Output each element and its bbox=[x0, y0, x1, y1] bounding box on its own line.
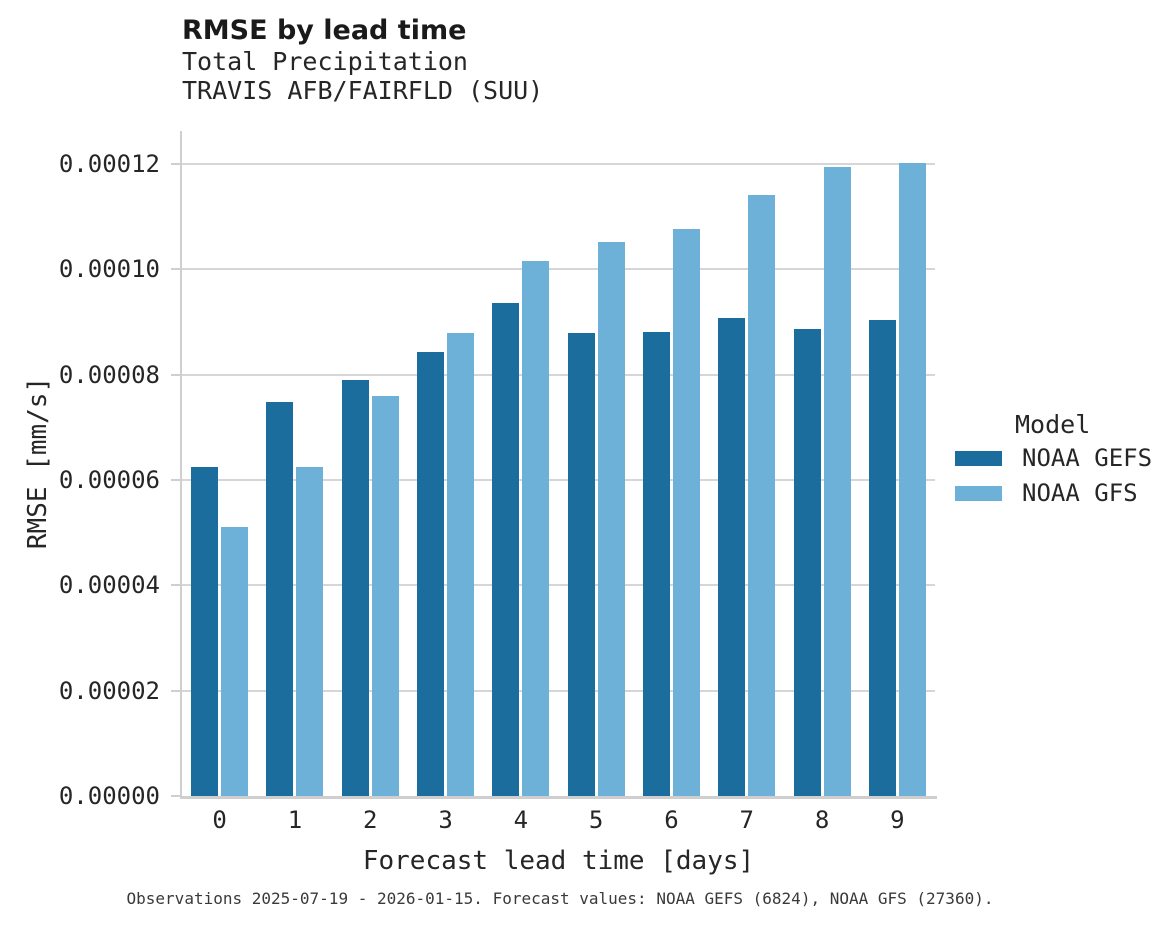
y-tick-label: 0.00000 bbox=[58, 782, 160, 810]
legend: Model NOAA GEFS NOAA GFS bbox=[955, 412, 1170, 520]
bar-noaa-gfs-day-7 bbox=[748, 194, 776, 796]
bar-noaa-gefs-day-7 bbox=[718, 317, 746, 796]
bar-noaa-gefs-day-2 bbox=[341, 379, 369, 796]
y-axis-title: RMSE [mm/s] bbox=[23, 376, 53, 550]
y-tick-mark bbox=[171, 689, 180, 692]
y-tick-label: 0.00004 bbox=[58, 571, 160, 600]
y-tick-label: 0.00002 bbox=[58, 676, 160, 705]
y-tick-mark bbox=[171, 795, 180, 797]
bar-noaa-gefs-day-0 bbox=[191, 467, 219, 796]
bar-noaa-gefs-day-1 bbox=[266, 401, 294, 796]
legend-entry-noaa-gefs: NOAA GEFS bbox=[955, 446, 1170, 470]
bar-noaa-gefs-day-5 bbox=[567, 333, 595, 796]
x-tick-label: 8 bbox=[814, 806, 830, 834]
chart-title: RMSE by lead time bbox=[182, 15, 467, 46]
x-tick-label: 6 bbox=[664, 806, 679, 834]
legend-swatch-noaa-gfs bbox=[955, 485, 1002, 501]
x-tick-label: 0 bbox=[212, 806, 227, 834]
y-tick-label: 0.00006 bbox=[58, 466, 160, 495]
x-axis-spine bbox=[180, 796, 937, 799]
y-tick-label: 0.00008 bbox=[58, 360, 160, 389]
y-tick-mark bbox=[171, 373, 180, 376]
gridline bbox=[182, 373, 935, 376]
legend-title: Model bbox=[1015, 410, 1091, 439]
y-tick-mark bbox=[171, 163, 180, 166]
legend-label: NOAA GEFS bbox=[1022, 444, 1153, 472]
gridline bbox=[182, 479, 935, 482]
bar-noaa-gfs-day-4 bbox=[522, 261, 550, 796]
gridline bbox=[182, 268, 935, 271]
plot-area bbox=[182, 131, 935, 796]
gridline bbox=[182, 689, 935, 692]
legend-entry-noaa-gfs: NOAA GFS bbox=[955, 481, 1170, 505]
bar-noaa-gefs-day-9 bbox=[868, 320, 896, 796]
y-tick-label: 0.00012 bbox=[58, 150, 160, 179]
bar-noaa-gfs-day-8 bbox=[823, 166, 851, 796]
legend-label: NOAA GFS bbox=[1022, 479, 1138, 507]
bar-noaa-gfs-day-9 bbox=[898, 162, 926, 796]
bar-noaa-gefs-day-6 bbox=[642, 332, 670, 796]
gridline bbox=[182, 584, 935, 587]
y-axis-spine bbox=[180, 131, 182, 799]
bar-noaa-gefs-day-3 bbox=[417, 351, 445, 796]
y-tick-mark bbox=[171, 479, 180, 482]
x-tick-label: 4 bbox=[513, 806, 529, 834]
bar-noaa-gfs-day-1 bbox=[296, 467, 324, 796]
bar-noaa-gfs-day-3 bbox=[447, 332, 475, 796]
gridline bbox=[182, 163, 935, 166]
x-tick-label: 7 bbox=[739, 806, 754, 834]
x-tick-label: 9 bbox=[890, 806, 905, 834]
footer-caption: Observations 2025-07-19 - 2026-01-15. Fo… bbox=[126, 889, 994, 908]
bar-noaa-gfs-day-5 bbox=[597, 241, 625, 796]
bar-noaa-gefs-day-4 bbox=[492, 303, 520, 796]
x-tick-label: 1 bbox=[287, 806, 303, 834]
bar-noaa-gfs-day-2 bbox=[371, 396, 399, 796]
y-tick-mark bbox=[171, 584, 180, 587]
y-tick-mark bbox=[171, 268, 180, 271]
x-tick-label: 2 bbox=[363, 806, 378, 834]
legend-swatch-noaa-gefs bbox=[955, 450, 1002, 466]
x-tick-label: 3 bbox=[438, 806, 453, 834]
legend-entries: NOAA GEFS NOAA GFS bbox=[955, 446, 1170, 505]
chart-subtitle-station: TRAVIS AFB/FAIRFLD (SUU) bbox=[182, 76, 544, 105]
y-tick-label: 0.00010 bbox=[58, 255, 160, 284]
bar-noaa-gfs-day-0 bbox=[221, 527, 249, 796]
x-tick-label: 5 bbox=[588, 806, 604, 834]
bar-noaa-gefs-day-8 bbox=[793, 328, 821, 796]
chart-subtitle-variable: Total Precipitation bbox=[182, 47, 468, 76]
x-axis-title: Forecast lead time [days] bbox=[362, 846, 755, 876]
bar-noaa-gfs-day-6 bbox=[672, 229, 700, 796]
